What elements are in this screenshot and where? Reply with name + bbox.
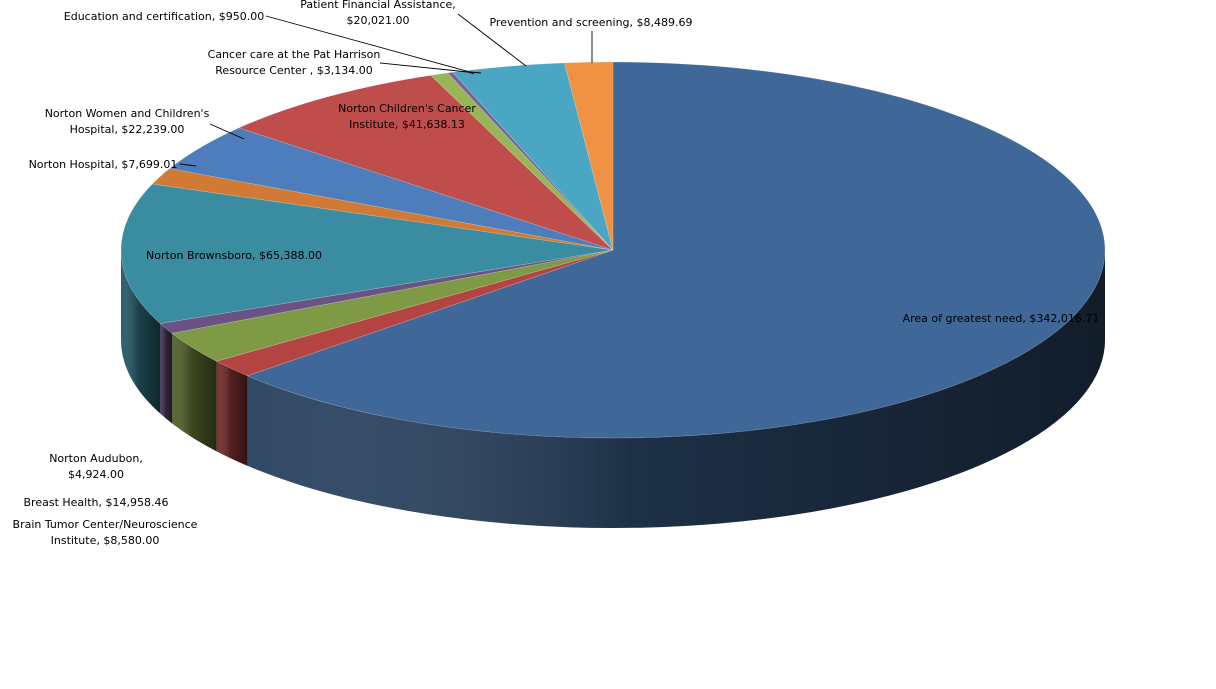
slice-labels: Area of greatest need, $342,016.71 Brain … — [13, 0, 1100, 547]
slice-patient-financial-assistance[interactable] — [452, 62, 614, 251]
slice-norton-children-s-cancer-institute[interactable] — [238, 75, 614, 251]
slice-label-education-and-certification: Education and certification, $950.00 — [64, 10, 264, 23]
slice-norton-hospital[interactable] — [151, 168, 614, 251]
pie-side-layer — [121, 250, 1105, 528]
slice-side-shade-norton-audubon — [160, 323, 172, 424]
slice-label-norton-hospital: Norton Hospital, $7,699.01 — [29, 158, 178, 171]
leader-line-cancer-care-at-the-pat-harrison-resource-center — [379, 62, 475, 75]
slice-label-brain-tumor-center-neuroscience-institute: Brain Tumor Center/Neuroscience Institute… — [13, 518, 198, 547]
slice-label-cancer-care-at-the-pat-harrison-resource-center: Cancer care at the Pat Harrison Resource … — [208, 48, 381, 77]
slice-label-norton-children-s-cancer-institute: Norton Children's Cancer Institute, $41,6… — [338, 102, 476, 131]
leader-line-education-and-certification — [265, 15, 482, 74]
slice-breast-health[interactable] — [171, 249, 614, 362]
slice-side-shade-area-of-greatest-need — [247, 250, 1105, 528]
slice-norton-women-and-children-s-hospital[interactable] — [168, 127, 614, 251]
slice-side-shade-breast-health — [171, 333, 217, 452]
slice-label-norton-brownsboro: Norton Brownsboro, $65,388.00 — [146, 249, 322, 262]
slice-label-patient-financial-assistance: Patient Financial Assistance, $20,021.00 — [300, 0, 456, 27]
slice-side-shade-brain-tumor-center-neuroscience-institute — [216, 361, 248, 466]
slice-label-norton-women-and-children-s-hospital: Norton Women and Children's Hospital, $22… — [45, 107, 210, 136]
slice-label-breast-health: Breast Health, $14,958.46 — [24, 496, 169, 509]
leader-line-patient-financial-assistance — [457, 13, 527, 67]
slice-education-and-certification[interactable] — [447, 71, 614, 251]
slice-brain-tumor-center-neuroscience-institute[interactable] — [215, 249, 614, 377]
slice-norton-audubon[interactable] — [159, 249, 614, 334]
slice-label-area-of-greatest-need: Area of greatest need, $342,016.71 — [903, 312, 1100, 325]
leader-lines — [179, 13, 593, 167]
slice-label-norton-audubon: Norton Audubon, $4,924.00 — [49, 452, 143, 481]
slice-area-of-greatest-need[interactable] — [246, 61, 1106, 439]
slice-side-shade-norton-brownsboro — [121, 250, 161, 414]
leader-line-norton-hospital — [179, 163, 197, 167]
leader-line-norton-women-and-children-s-hospital — [209, 123, 245, 140]
slice-label-prevention-and-screening: Prevention and screening, $8,489.69 — [489, 16, 692, 29]
slice-cancer-care-at-the-pat-harrison-resource-center[interactable] — [430, 72, 614, 251]
slice-norton-brownsboro[interactable] — [120, 183, 614, 324]
slice-prevention-and-screening[interactable] — [564, 61, 614, 251]
pie-top-layer — [120, 61, 1106, 439]
